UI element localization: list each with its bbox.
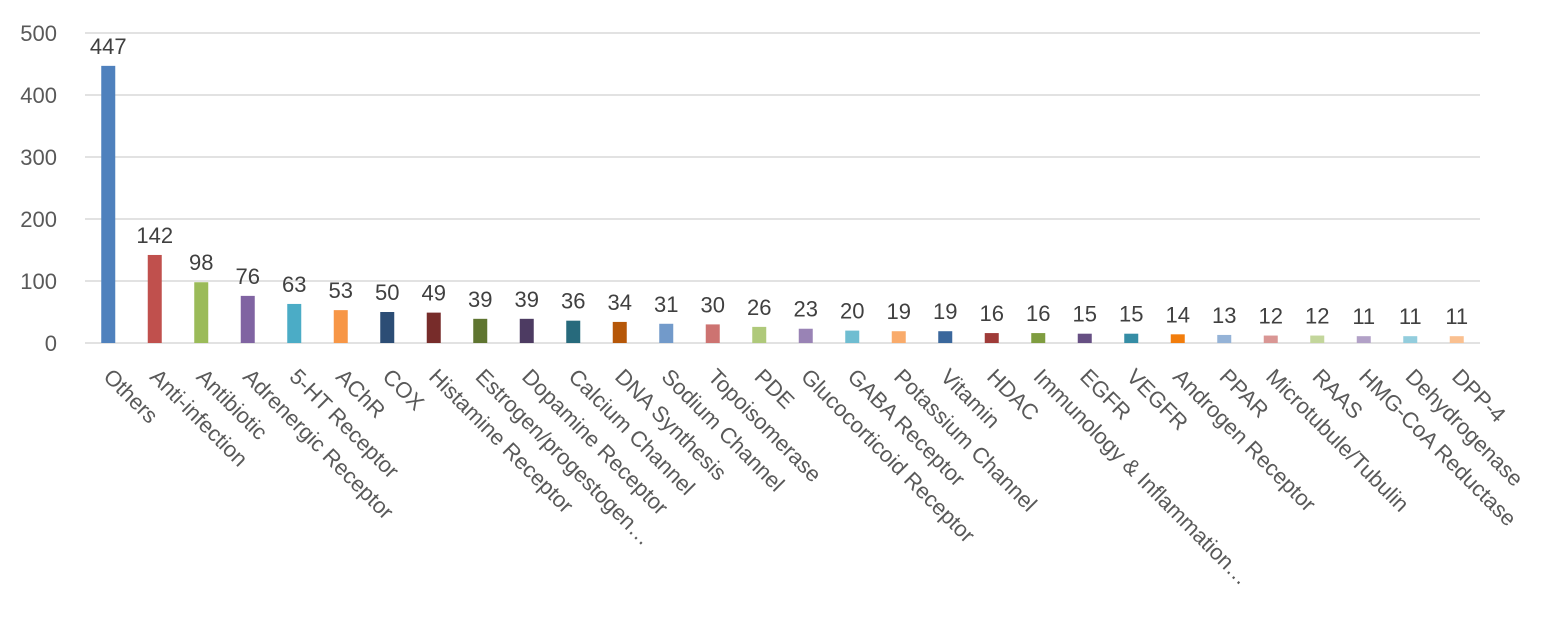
data-label: 13 bbox=[1212, 303, 1236, 328]
bar bbox=[1031, 333, 1046, 343]
bar bbox=[287, 303, 302, 343]
bar bbox=[1403, 336, 1418, 343]
y-tick-label: 200 bbox=[20, 207, 57, 232]
bar bbox=[705, 324, 720, 343]
data-label: 12 bbox=[1305, 304, 1329, 329]
bar bbox=[659, 323, 674, 343]
bar bbox=[984, 333, 999, 343]
data-label: 19 bbox=[887, 299, 911, 324]
data-label: 23 bbox=[794, 297, 818, 322]
y-tick-label: 0 bbox=[45, 331, 57, 356]
data-label: 19 bbox=[933, 299, 957, 324]
data-label: 39 bbox=[468, 287, 492, 312]
gridlines bbox=[85, 32, 1480, 344]
bar bbox=[519, 318, 534, 343]
data-label: 16 bbox=[980, 301, 1004, 326]
data-label: 11 bbox=[1352, 304, 1375, 329]
bar bbox=[240, 295, 255, 343]
x-axis-category-labels: OthersAnti-infectionAntibioticAdrenergic… bbox=[99, 364, 1529, 590]
bar bbox=[1170, 334, 1185, 343]
bar bbox=[194, 282, 209, 343]
data-labels: 447 142 98 76 63 53 50 49 39 39 36 34 31 30 26 23 20 19 19… bbox=[90, 34, 1468, 329]
data-label: 11 bbox=[1445, 304, 1468, 329]
bar bbox=[426, 312, 441, 343]
bar bbox=[612, 321, 627, 343]
data-label: 30 bbox=[701, 292, 725, 317]
data-label: 12 bbox=[1259, 304, 1283, 329]
data-label: 16 bbox=[1026, 301, 1050, 326]
bar bbox=[333, 310, 348, 343]
data-label: 15 bbox=[1073, 302, 1097, 327]
bar bbox=[1077, 333, 1092, 343]
bar bbox=[938, 331, 953, 343]
bar bbox=[1310, 335, 1325, 343]
bar bbox=[1449, 336, 1464, 343]
bar bbox=[1217, 334, 1232, 343]
y-tick-label: 400 bbox=[20, 83, 57, 108]
bar bbox=[473, 318, 488, 343]
data-label: 34 bbox=[608, 290, 632, 315]
bar bbox=[101, 65, 116, 344]
data-label: 63 bbox=[282, 272, 306, 297]
data-label: 39 bbox=[515, 287, 539, 312]
y-tick-label: 300 bbox=[20, 145, 57, 170]
bar bbox=[752, 326, 767, 343]
data-label: 31 bbox=[654, 292, 678, 317]
data-label: 14 bbox=[1166, 302, 1190, 327]
bar bbox=[798, 328, 813, 343]
bar bbox=[1263, 335, 1278, 343]
data-label: 26 bbox=[747, 295, 771, 320]
bar bbox=[147, 254, 162, 343]
bar bbox=[891, 331, 906, 343]
data-label: 447 bbox=[90, 34, 127, 59]
bar bbox=[1124, 333, 1139, 343]
data-label: 53 bbox=[329, 278, 353, 303]
bar bbox=[845, 330, 860, 343]
data-label: 20 bbox=[840, 299, 864, 324]
data-label: 11 bbox=[1399, 304, 1422, 329]
y-axis-tick-labels: 0 100 200 300 400 500 bbox=[20, 21, 57, 356]
data-label: 76 bbox=[236, 264, 260, 289]
data-label: 36 bbox=[561, 289, 585, 314]
bar bbox=[566, 320, 581, 343]
data-label: 142 bbox=[136, 223, 173, 248]
y-tick-label: 500 bbox=[20, 21, 57, 46]
y-tick-label: 100 bbox=[20, 269, 57, 294]
bar bbox=[1356, 336, 1371, 343]
bar bbox=[380, 312, 395, 343]
data-label: 98 bbox=[189, 250, 213, 275]
data-label: 50 bbox=[375, 280, 399, 305]
bars bbox=[101, 65, 1464, 344]
data-label: 15 bbox=[1119, 302, 1143, 327]
data-label: 49 bbox=[422, 281, 446, 306]
